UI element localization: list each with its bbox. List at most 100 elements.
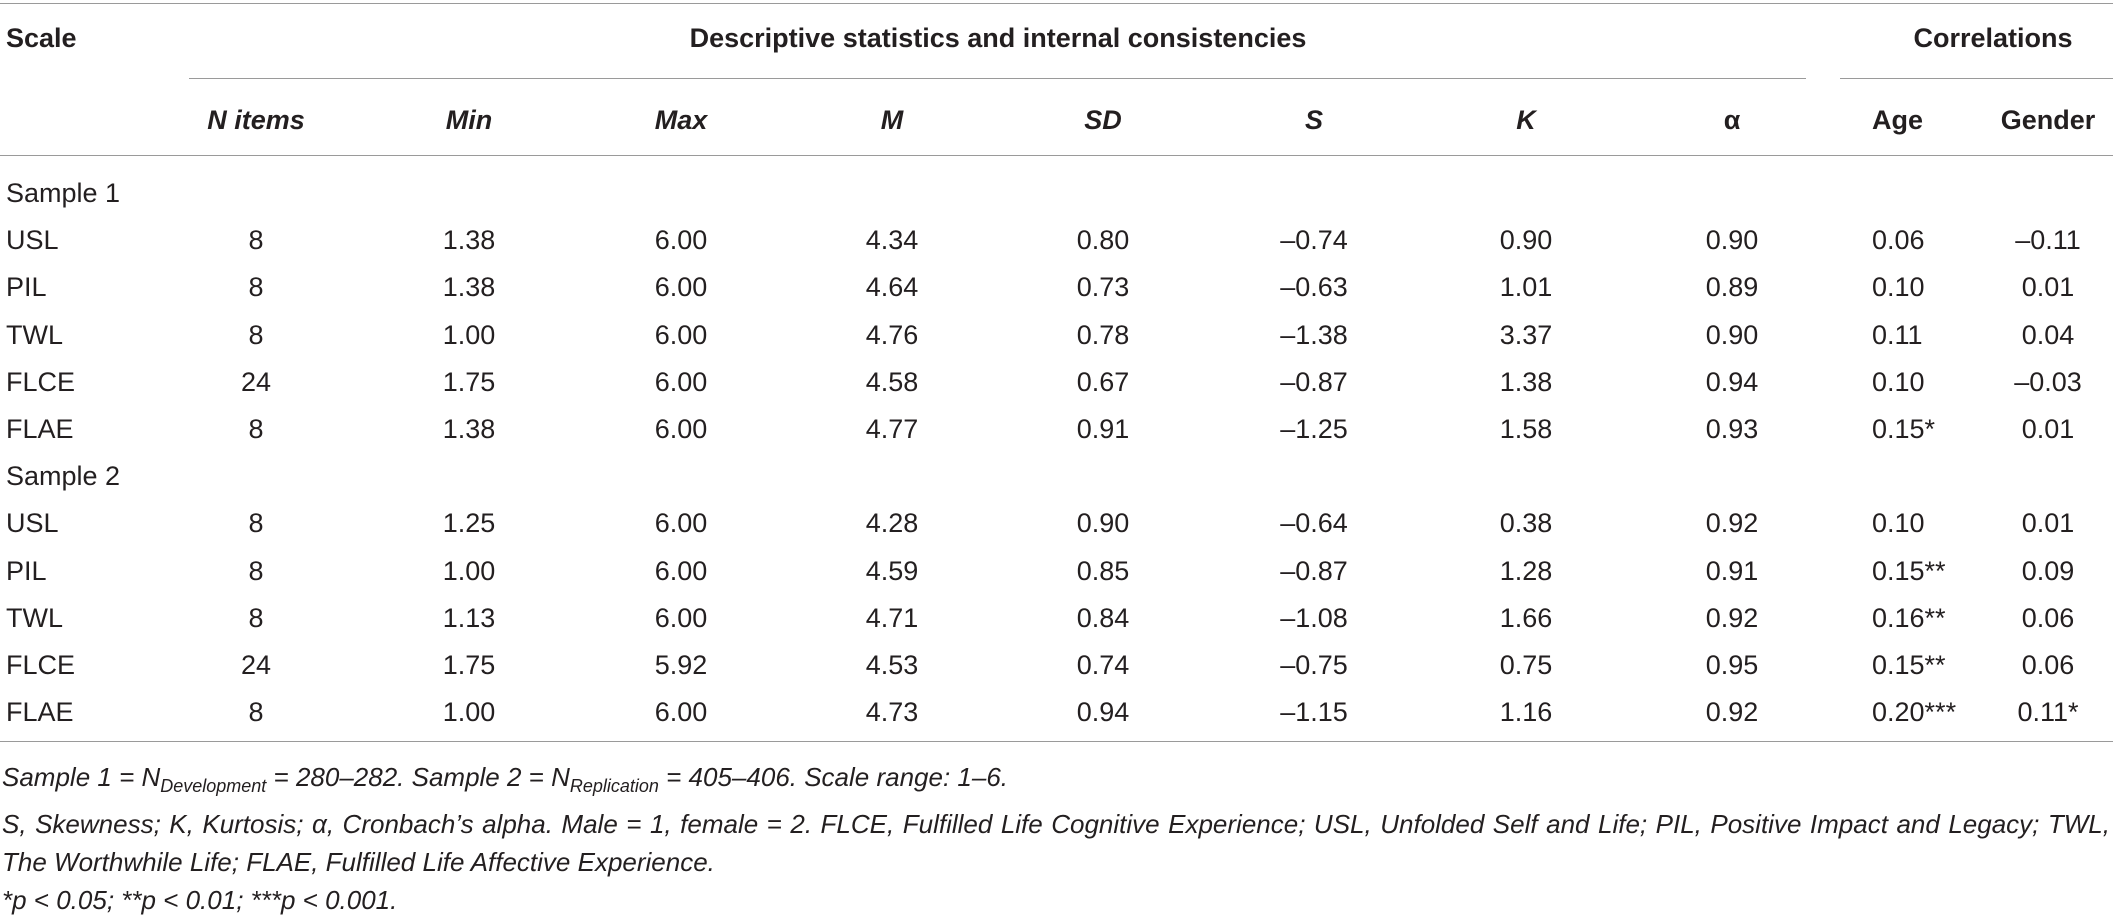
cell: 8 [248, 508, 264, 539]
cell: –1.15 [1280, 697, 1348, 728]
note: *p < 0.05; **p < 0.01; ***p < 0.001. [2, 885, 398, 916]
column-header: Gender [2000, 105, 2096, 135]
cell: –1.08 [1280, 602, 1348, 633]
cell: 8 [248, 697, 264, 728]
column-header: Age [1872, 105, 1924, 135]
cell: 0.92 [1705, 508, 1759, 539]
cell: 6.00 [654, 319, 708, 350]
cell: 0.11* [2017, 697, 2079, 728]
cell: 0.89 [1705, 272, 1759, 303]
cell: 0.01 [2021, 508, 2075, 539]
cell: –1.38 [1280, 319, 1348, 350]
cell: –0.74 [1280, 225, 1348, 256]
cell: 0.20*** [1872, 697, 1957, 728]
cell: 24 [240, 650, 272, 680]
row-label: USL [6, 508, 59, 539]
cell: 1.38 [442, 225, 496, 256]
cell: 0.04 [2021, 319, 2075, 350]
section-label: Sample 1 [6, 178, 121, 208]
cell: –0.11 [2015, 225, 2081, 256]
cell: 8 [248, 272, 264, 303]
column-header: K [1516, 105, 1536, 135]
column-header: N items [207, 105, 305, 135]
cell: 1.00 [442, 555, 496, 586]
column-header: α [1723, 105, 1741, 135]
cell: 4.64 [865, 272, 919, 303]
cell: 0.10 [1872, 366, 1925, 397]
cell: –0.87 [1280, 366, 1348, 397]
cell: –0.64 [1280, 508, 1348, 539]
cell: 0.10 [1872, 508, 1925, 539]
note-text: Sample 1 = N [2, 762, 161, 792]
row-label: FLCE [6, 366, 76, 397]
cell: 0.10 [1872, 272, 1925, 303]
cell: –1.25 [1280, 414, 1348, 444]
note-subscript: Development [160, 776, 267, 797]
cell: 6.00 [654, 602, 708, 633]
cell: 6.00 [654, 225, 708, 256]
cell: 0.90 [1499, 225, 1553, 256]
cell: 0.92 [1705, 697, 1759, 728]
note-text: = 405–406. Scale range: 1–6. [658, 762, 1009, 792]
cell: 8 [248, 602, 264, 633]
cell: 0.93 [1705, 414, 1759, 444]
cell: 0.80 [1076, 225, 1130, 256]
row-label: PIL [6, 272, 47, 303]
cell: 1.25 [442, 508, 496, 539]
cell: 1.38 [442, 414, 496, 444]
cell: 1.66 [1499, 602, 1553, 633]
cell: 0.91 [1076, 414, 1130, 444]
cell: 0.15** [1872, 650, 1946, 680]
header-scale: Scale [6, 23, 77, 53]
row-label: FLCE [6, 650, 76, 680]
cell: –0.75 [1280, 650, 1348, 680]
note-subscript: Replication [569, 776, 659, 797]
notes: Sample 1 = NDevelopment = 280–282. Sampl… [2, 758, 2110, 919]
cell: 8 [248, 555, 264, 586]
cell: 4.34 [865, 225, 919, 256]
group-rule [189, 78, 1806, 79]
header-group: Correlations [1913, 23, 2073, 53]
cell: 6.00 [654, 272, 708, 303]
cell: 0.94 [1076, 697, 1130, 728]
cell: 1.16 [1499, 697, 1553, 728]
cell: 3.37 [1499, 319, 1553, 350]
cell: 1.00 [442, 319, 496, 350]
cell: 1.28 [1499, 555, 1553, 586]
note: Sample 1 = NDevelopment = 280–282. Sampl… [2, 758, 2110, 805]
cell: 1.75 [442, 366, 496, 397]
cell: 0.90 [1076, 508, 1130, 539]
cell: 0.15** [1872, 555, 1946, 586]
header-group: Descriptive statistics and internal cons… [689, 23, 1307, 53]
cell: 8 [248, 225, 264, 256]
cell: 0.16** [1872, 602, 1946, 633]
cell: 8 [248, 414, 264, 444]
note-text: = 280–282. Sample 2 = N [266, 762, 570, 792]
cell: 0.73 [1076, 272, 1130, 303]
row-label: FLAE [6, 697, 74, 728]
row-label: TWL [6, 319, 63, 350]
cell: 24 [240, 366, 272, 397]
cell: –0.63 [1280, 272, 1348, 303]
column-header: M [880, 105, 904, 135]
cell: 1.01 [1499, 272, 1553, 303]
cell: 4.58 [865, 366, 919, 397]
row-label: PIL [6, 555, 47, 586]
column-header: Max [654, 105, 708, 135]
cell: 0.90 [1705, 225, 1759, 256]
cell: 4.76 [865, 319, 919, 350]
cell: 0.09 [2021, 555, 2075, 586]
column-header: Min [445, 105, 493, 135]
cell: 1.38 [1499, 366, 1553, 397]
cell: 6.00 [654, 414, 708, 444]
cell: 4.77 [865, 414, 919, 444]
cell: 0.92 [1705, 602, 1759, 633]
cell: 0.91 [1705, 555, 1759, 586]
cell: 4.59 [865, 555, 919, 586]
cell: 4.28 [865, 508, 919, 539]
cell: 1.58 [1499, 414, 1553, 444]
cell: 0.74 [1076, 650, 1130, 680]
cell: 6.00 [654, 697, 708, 728]
cell: 5.92 [654, 650, 708, 680]
